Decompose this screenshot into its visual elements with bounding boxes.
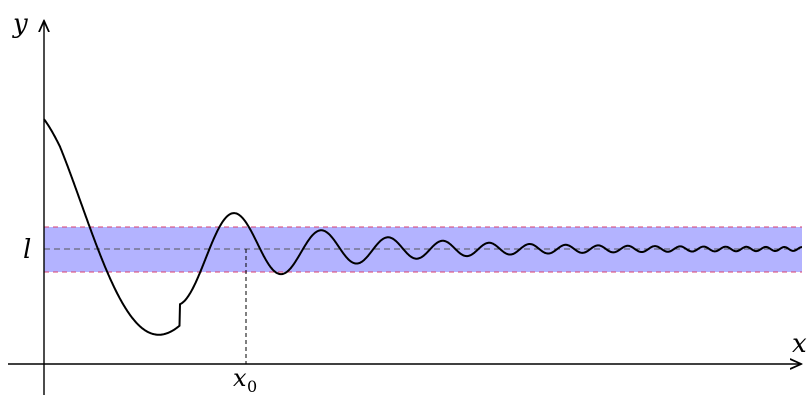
x0-label: x 0	[233, 364, 257, 396]
y-axis-label: y	[12, 9, 28, 39]
x-axis-label: x	[792, 329, 807, 359]
damped-curve	[43, 118, 802, 336]
limit-label: l	[23, 235, 31, 265]
x0-label-subscript: 0	[247, 377, 257, 396]
x0-label-base: x	[233, 364, 247, 392]
